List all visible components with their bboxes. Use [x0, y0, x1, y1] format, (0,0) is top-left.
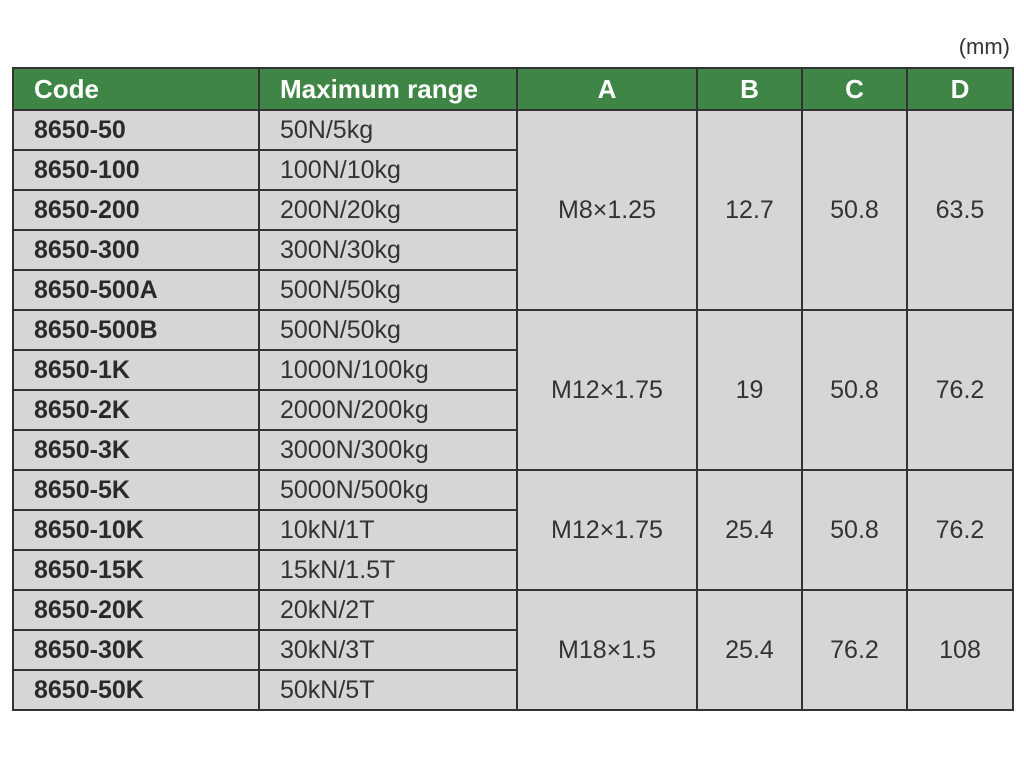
- a-cell: M8×1.25: [516, 109, 698, 311]
- table-row: 8650-100 100N/10kg: [12, 149, 1013, 191]
- spec-table: Code Maximum range A B C D 8650-50 50N/5k…: [12, 67, 1014, 711]
- code-cell: 8650-1K: [12, 349, 260, 391]
- range-cell: 100N/10kg: [258, 149, 518, 191]
- code-cell: 8650-10K: [12, 509, 260, 551]
- d-cell: 76.2: [906, 469, 1014, 591]
- table-row: 8650-15K 15kN/1.5T: [12, 549, 1013, 591]
- table-row: 8650-3K 3000N/300kg: [12, 429, 1013, 471]
- code-cell: 8650-500A: [12, 269, 260, 311]
- code-cell: 8650-3K: [12, 429, 260, 471]
- range-cell: 500N/50kg: [258, 309, 518, 351]
- header-range: Maximum range: [258, 67, 518, 111]
- d-cell: 108: [906, 589, 1014, 711]
- code-cell: 8650-20K: [12, 589, 260, 631]
- b-cell: 19: [696, 309, 803, 471]
- table-row: 8650-200 200N/20kg: [12, 189, 1013, 231]
- table-row: 8650-20K 20kN/2T M18×1.5 25.4 76.2 108: [12, 589, 1014, 711]
- table-row: 8650-1K 1000N/100kg: [12, 349, 1013, 391]
- header-a: A: [516, 67, 698, 111]
- code-cell: 8650-15K: [12, 549, 260, 591]
- code-cell: 8650-100: [12, 149, 260, 191]
- a-cell: M12×1.75: [516, 469, 698, 591]
- unit-label: (mm): [958, 34, 1010, 59]
- d-cell: 63.5: [906, 109, 1014, 311]
- header-code: Code: [12, 67, 260, 111]
- code-cell: 8650-50: [12, 109, 260, 151]
- c-cell: 50.8: [801, 309, 908, 471]
- range-cell: 50N/5kg: [258, 109, 518, 151]
- header-b: B: [696, 67, 803, 111]
- b-cell: 25.4: [696, 589, 803, 711]
- range-cell: 200N/20kg: [258, 189, 518, 231]
- code-cell: 8650-500B: [12, 309, 260, 351]
- table-row: 8650-300 300N/30kg: [12, 229, 1013, 271]
- a-cell: M12×1.75: [516, 309, 698, 471]
- a-cell: M18×1.5: [516, 589, 698, 711]
- c-cell: 50.8: [801, 109, 908, 311]
- table-row: 8650-50 50N/5kg M8×1.25 12.7 50.8 63.5: [12, 109, 1014, 311]
- range-cell: 300N/30kg: [258, 229, 518, 271]
- header-row: Code Maximum range A B C D: [12, 67, 1014, 111]
- table-row: 8650-2K 2000N/200kg: [12, 389, 1013, 431]
- table-row: 8650-50K 50kN/5T: [12, 669, 1013, 711]
- range-cell: 50kN/5T: [258, 669, 518, 711]
- range-cell: 30kN/3T: [258, 629, 518, 671]
- table-row: 8650-10K 10kN/1T: [12, 509, 1013, 551]
- code-cell: 8650-50K: [12, 669, 260, 711]
- code-cell: 8650-30K: [12, 629, 260, 671]
- range-cell: 1000N/100kg: [258, 349, 518, 391]
- table-row: 8650-500A 500N/50kg: [12, 269, 1013, 311]
- range-cell: 15kN/1.5T: [258, 549, 518, 591]
- c-cell: 76.2: [801, 589, 908, 711]
- b-cell: 12.7: [696, 109, 803, 311]
- table-row: 8650-500B 500N/50kg M12×1.75 19 50.8 76.2: [12, 309, 1014, 471]
- code-cell: 8650-5K: [12, 469, 260, 511]
- range-cell: 10kN/1T: [258, 509, 518, 551]
- b-cell: 25.4: [696, 469, 803, 591]
- table-row: 8650-30K 30kN/3T: [12, 629, 1013, 671]
- code-cell: 8650-300: [12, 229, 260, 271]
- c-cell: 50.8: [801, 469, 908, 591]
- range-cell: 3000N/300kg: [258, 429, 518, 471]
- code-cell: 8650-200: [12, 189, 260, 231]
- range-cell: 5000N/500kg: [258, 469, 518, 511]
- range-cell: 20kN/2T: [258, 589, 518, 631]
- range-cell: 2000N/200kg: [258, 389, 518, 431]
- d-cell: 76.2: [906, 309, 1014, 471]
- header-c: C: [801, 67, 908, 111]
- header-d: D: [906, 67, 1014, 111]
- code-cell: 8650-2K: [12, 389, 260, 431]
- table-row: 8650-5K 5000N/500kg M12×1.75 25.4 50.8 76.2: [12, 469, 1014, 591]
- range-cell: 500N/50kg: [258, 269, 518, 311]
